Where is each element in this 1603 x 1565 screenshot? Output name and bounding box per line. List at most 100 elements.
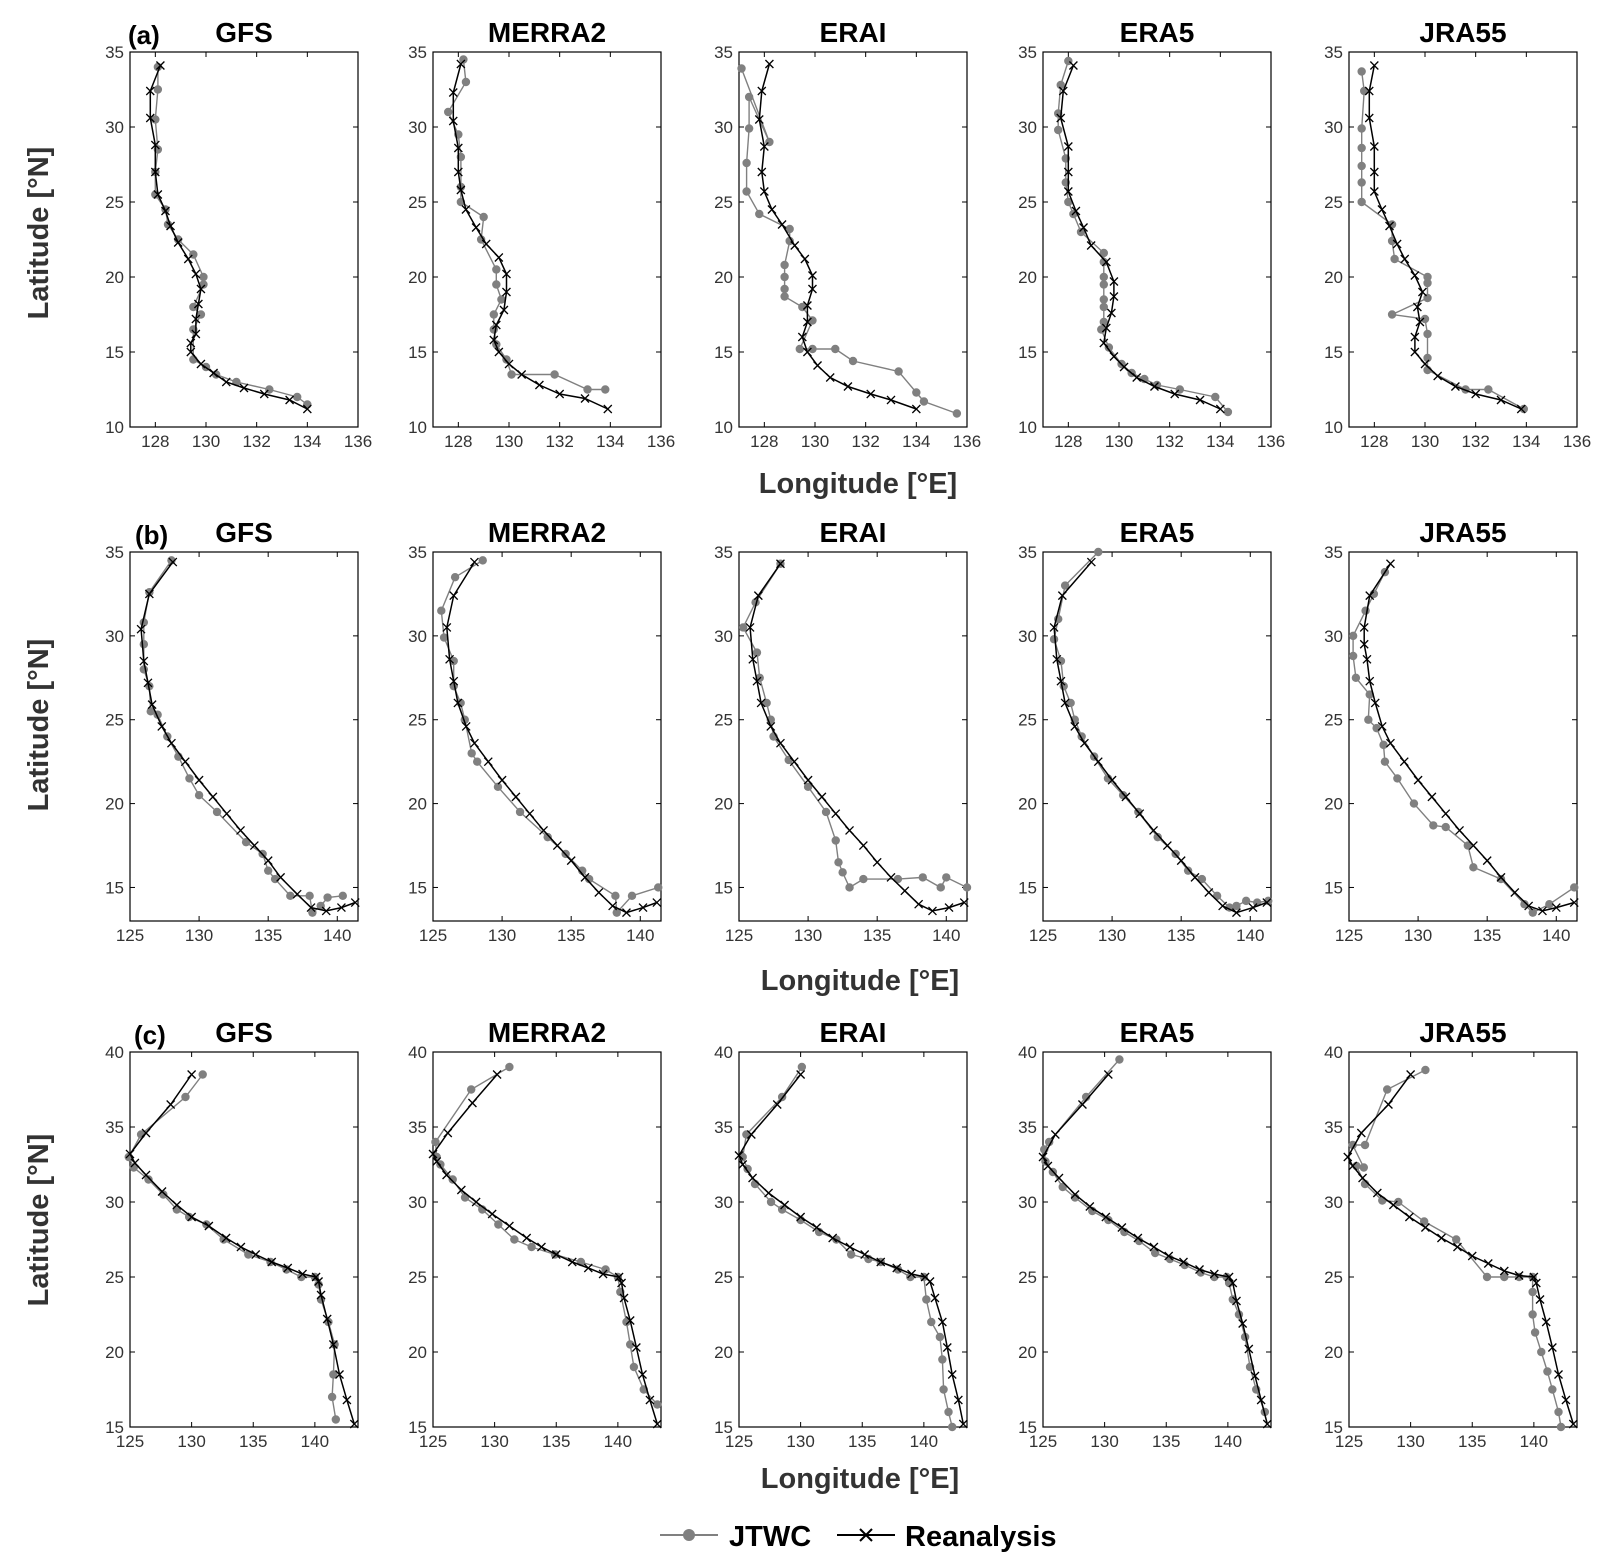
panel-b-merra2-jtwc-point xyxy=(437,606,446,615)
panel-b-era5-jtwc-point xyxy=(1232,901,1241,911)
panel-c-gfs-reanalysis-point xyxy=(335,1370,344,1379)
panel-b-gfs-reanalysis-point xyxy=(194,775,204,785)
panel-b-erai-axes xyxy=(738,551,968,922)
panel-a-jra55-reanalysis-point xyxy=(1410,347,1420,357)
panel-b-jra55-axes xyxy=(1348,551,1578,922)
panel-b-gfs-jtwc-point xyxy=(212,807,222,817)
panel-a-merra2-reanalysis-point xyxy=(456,59,466,69)
panel-b-jra55-jtwc-line xyxy=(1352,571,1575,914)
panel-a-gfs-reanalysis-point xyxy=(153,190,163,199)
panel-c-gfs-reanalysis-point xyxy=(125,1149,135,1159)
panel-c-jra55-ytick-label: 25 xyxy=(1324,1268,1343,1287)
panel-c-gfs-reanalysis-point xyxy=(130,1158,140,1168)
panel-b-erai-reanalysis-point xyxy=(745,623,755,632)
panel-c-gfs-jtwc-point xyxy=(184,1212,194,1222)
panel-c-gfs-jtwc-point xyxy=(327,1392,337,1402)
panel-c-era5-reanalysis-point xyxy=(1244,1344,1254,1354)
panel-b-jra55-reanalysis-point xyxy=(1365,591,1375,601)
panel-b-erai-reanalysis-point xyxy=(959,898,969,908)
panel-c-merra2: MERRA2 15 20 25 30 35 40 125 130 135 140 xyxy=(408,1017,662,1451)
panel-c-era5-reanalysis-point xyxy=(1103,1070,1113,1079)
panel-c-era5-jtwc-point xyxy=(1044,1137,1054,1147)
panel-c-jra55-reanalysis-point xyxy=(1547,1343,1557,1352)
panel-a-era5-reanalysis-point xyxy=(1106,308,1116,318)
panel-b-gfs-reanalysis-point xyxy=(249,841,259,850)
panel-b-merra2-jtwc-point xyxy=(439,633,449,642)
panel-a-erai-jtwc-point xyxy=(737,64,746,73)
panel-c-jra55-jtwc-point xyxy=(1556,1422,1566,1432)
panel-a-jra55-jtwc-point xyxy=(1357,143,1366,153)
panel-a-era5-reanalysis-point xyxy=(1063,142,1073,151)
panel-a-merra2-xtick-label: 132 xyxy=(545,432,573,451)
panel-c-gfs-ytick-label: 25 xyxy=(105,1268,124,1287)
panel-a-merra2-reanalysis-point xyxy=(517,370,527,379)
panel-c-merra2-xtick-label: 140 xyxy=(604,1432,632,1451)
panel-c-erai-reanalysis-line xyxy=(738,1074,965,1425)
panel-a-merra2-reanalysis-point xyxy=(448,88,458,97)
panel-a-merra2-reanalysis-point xyxy=(534,380,544,390)
panel-a-gfs-jtwc-point xyxy=(199,280,208,289)
panel-c-gfs-jtwc-point xyxy=(181,1092,190,1102)
panel-c-erai-reanalysis-point xyxy=(958,1419,968,1429)
panel-a-jra55-jtwc-point xyxy=(1357,178,1366,187)
panel-c-gfs-reanalysis-point xyxy=(187,1070,197,1079)
panel-a-era5-reanalysis-point xyxy=(1068,61,1078,70)
panel-b-merra2-jtwc-point xyxy=(478,556,487,565)
panel-c-gfs-reanalysis-point xyxy=(221,1233,231,1243)
panel-a-gfs-reanalysis-point xyxy=(145,113,155,123)
panel-b-era5-reanalysis-point xyxy=(1093,757,1103,767)
panel-a-erai-ytick-label: 25 xyxy=(714,193,733,212)
panel-c-gfs-ytick-label: 15 xyxy=(105,1418,124,1437)
panel-b-gfs-reanalysis-point xyxy=(336,903,346,913)
panel-a-era5-xtick-label: 130 xyxy=(1105,432,1133,451)
panel-c-jra55-title: JRA55 xyxy=(1419,1017,1506,1048)
panel-b-jra55-xtick-label: 130 xyxy=(1404,926,1432,945)
panel-a-era5-ytick-label: 15 xyxy=(1018,343,1037,362)
row-a-ylabel: Latitude [°N] xyxy=(23,147,55,320)
panel-a-era5-reanalysis-point xyxy=(1109,352,1119,361)
panel-b-era5-jtwc-point xyxy=(1056,656,1066,666)
panel-b-jra55-reanalysis-point xyxy=(1496,872,1506,882)
panel-c-era5-axes xyxy=(1042,1051,1272,1428)
panel-b-merra2-reanalysis-point xyxy=(461,721,471,731)
panel-a-jra55: JRA55 10 15 20 25 30 35 128 130 132 134 136 xyxy=(1324,17,1591,451)
panel-a-jra55-reanalysis-point xyxy=(1369,187,1379,196)
panel-a-merra2-reanalysis-point xyxy=(491,320,501,330)
panel-b-jra55-reanalysis-point xyxy=(1359,623,1369,632)
panel-c-gfs-ytick-label: 40 xyxy=(105,1043,124,1062)
panels-layer: (a) GFS 10 15 20 25 30 35 128 130 132 134 136 MERRA2 1… xyxy=(105,17,1591,1451)
panel-a-jra55-reanalysis-point xyxy=(1412,302,1422,312)
panel-c-merra2-axes xyxy=(432,1051,662,1428)
panel-c-gfs-xtick-label: 130 xyxy=(177,1432,205,1451)
legend-jtwc-marker xyxy=(683,1529,695,1541)
panel-b-merra2-jtwc-point xyxy=(611,891,620,901)
panel-b-jra55-reanalysis-point xyxy=(1427,792,1437,802)
panel-b-era5-jtwc-point xyxy=(1212,891,1222,901)
panel-b-jra55-jtwc-point xyxy=(1348,651,1358,661)
panel-a-era5-jtwc-point xyxy=(1099,295,1109,304)
panel-b-jra55-jtwc-point xyxy=(1496,874,1506,884)
panel-b-erai-jtwc-point xyxy=(762,698,771,708)
panel-a-jra55-jtwc-point xyxy=(1423,329,1432,339)
panel-b-jra55-reanalysis-point xyxy=(1455,825,1465,835)
panel-b-gfs-jtwc-point xyxy=(263,866,273,875)
panel-b-gfs-xtick-label: 140 xyxy=(323,926,351,945)
panel-a-era5-reanalysis-point xyxy=(1056,113,1066,123)
panel-c-merra2-xtick-label: 130 xyxy=(480,1432,508,1451)
panel-c-merra2-ytick-label: 35 xyxy=(408,1118,427,1137)
panel-c-merra2-reanalysis-point xyxy=(442,1170,452,1180)
panel-a-jra55-axes xyxy=(1348,51,1578,428)
panel-c-era5-reanalysis-point xyxy=(1209,1269,1219,1279)
panel-a-jra55-reanalysis-point xyxy=(1450,382,1460,391)
panel-b-era5-reanalysis-point xyxy=(1176,856,1186,866)
panel-a-jra55-reanalysis-point xyxy=(1471,389,1481,399)
panel-b-jra55-jtwc-point xyxy=(1570,883,1579,892)
panel-c-jra55-xtick-label: 130 xyxy=(1396,1432,1424,1451)
panel-a-erai-reanalysis-point xyxy=(808,271,817,280)
panel-c-erai-reanalysis-point xyxy=(764,1188,774,1198)
panel-b-jra55-jtwc-point xyxy=(1469,863,1478,872)
panel-c-merra2-reanalysis-point xyxy=(487,1209,497,1219)
panel-a-jra55-ytick-label: 35 xyxy=(1324,43,1343,62)
panel-b-jra55-reanalysis-point xyxy=(1385,738,1395,748)
panel-c-merra2-reanalysis-point xyxy=(631,1343,641,1352)
